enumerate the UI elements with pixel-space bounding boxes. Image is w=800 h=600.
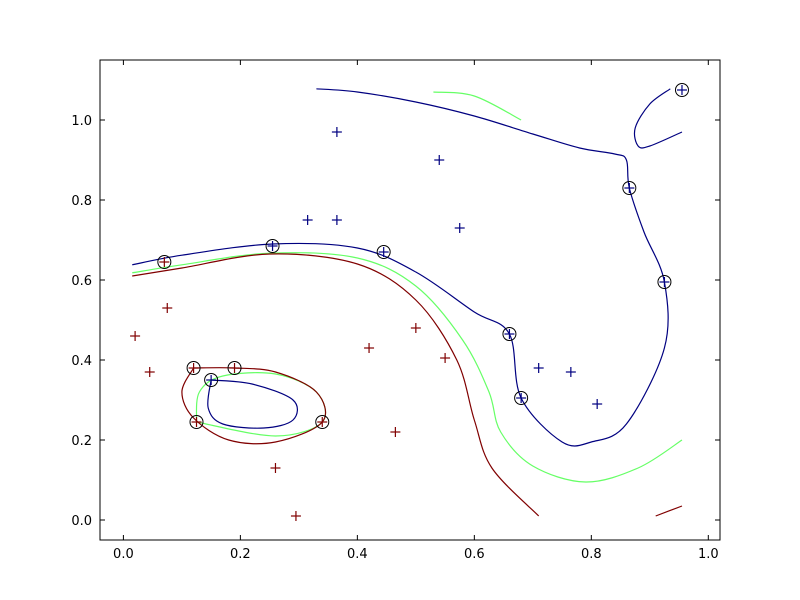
point-s1-10	[378, 247, 389, 257]
point-s1-5	[533, 363, 544, 373]
point-s0-0	[130, 331, 141, 341]
point-s0-3	[188, 363, 199, 373]
support-vector-2	[376, 245, 391, 259]
contour-boundary-0	[132, 252, 683, 483]
support-vector-9	[227, 361, 242, 375]
y-tick-label: 0.2	[71, 434, 92, 449]
support-vector-8	[186, 361, 201, 375]
point-s0-1	[144, 367, 155, 377]
plot-area-frame	[99, 59, 721, 541]
point-s0-2	[162, 303, 173, 313]
x-axis-ticks: 0.0 0.2 0.4 0.6 0.8 1.0	[113, 60, 719, 562]
x-tick-label: 0.6	[464, 547, 485, 562]
point-s1-8	[206, 375, 217, 385]
support-vector-5	[622, 181, 637, 195]
support-vector-11	[189, 415, 204, 429]
contour-class_b-2	[207, 379, 298, 429]
support-vector-6	[657, 275, 672, 289]
x-tick-label: 0.4	[347, 547, 368, 562]
point-s1-9	[267, 241, 278, 251]
support-vector-0	[157, 255, 172, 269]
support-vector-12	[315, 415, 330, 429]
contour-class_a-2	[181, 367, 327, 445]
y-tick-label: 1.0	[71, 114, 92, 129]
point-s0-11	[440, 353, 451, 363]
point-s0-6	[270, 463, 281, 473]
support-vector-1	[265, 239, 280, 253]
point-s1-1	[434, 155, 445, 165]
point-s0-12	[317, 417, 328, 427]
y-tick-label: 0.6	[71, 274, 92, 289]
y-axis-ticks: 0.0 0.2 0.4 0.6 0.8 1.0	[71, 114, 720, 529]
point-s1-13	[624, 183, 635, 193]
point-s0-7	[290, 511, 301, 521]
contour-boundary-1	[433, 91, 522, 121]
point-s1-15	[676, 85, 687, 95]
point-s1-3	[331, 215, 342, 225]
contour-class_a-1	[655, 505, 683, 517]
point-s1-12	[516, 393, 527, 403]
support-vectors	[157, 83, 689, 429]
point-s1-7	[592, 399, 603, 409]
point-s0-8	[364, 343, 375, 353]
point-s1-11	[504, 329, 515, 339]
y-tick-label: 0.8	[71, 194, 92, 209]
x-tick-label: 0.8	[581, 547, 602, 562]
support-vector-4	[514, 391, 529, 405]
point-s1-0	[331, 127, 342, 137]
point-s1-2	[302, 215, 313, 225]
point-s0-13	[159, 257, 170, 267]
contour-class_a-0	[132, 253, 540, 517]
point-s1-4	[454, 223, 465, 233]
x-tick-label: 0.2	[230, 547, 251, 562]
point-s1-14	[659, 277, 670, 287]
x-tick-label: 1.0	[698, 547, 719, 562]
x-tick-label: 0.0	[113, 547, 134, 562]
contour-class_b-0	[132, 88, 669, 447]
contour-class_b-1	[633, 88, 683, 149]
support-vector-3	[502, 327, 517, 341]
point-s0-10	[410, 323, 421, 333]
y-tick-label: 0.0	[71, 514, 92, 529]
data-points	[130, 85, 687, 521]
point-s1-6	[565, 367, 576, 377]
point-s0-5	[191, 417, 202, 427]
decision-contours	[132, 88, 683, 517]
point-s0-9	[390, 427, 401, 437]
support-vector-7	[674, 83, 689, 97]
y-tick-label: 0.4	[71, 354, 92, 369]
support-vector-10	[204, 373, 219, 387]
point-s0-4	[229, 363, 240, 373]
